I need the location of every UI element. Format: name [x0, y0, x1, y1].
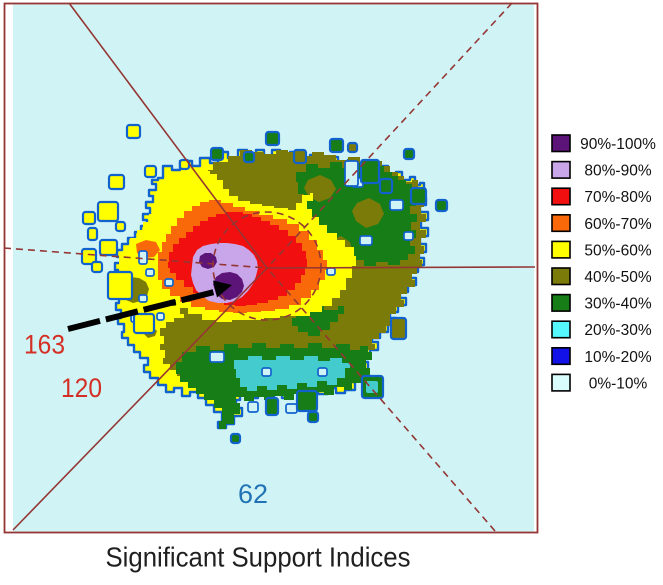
svg-text:30%-40%: 30%-40% — [584, 296, 651, 313]
svg-text:60%-70%: 60%-70% — [584, 216, 651, 233]
svg-text:80%-90%: 80%-90% — [584, 163, 651, 180]
svg-text:120: 120 — [61, 373, 102, 403]
svg-text:40%-50%: 40%-50% — [584, 269, 651, 286]
svg-text:62: 62 — [238, 479, 268, 509]
svg-text:20%-30%: 20%-30% — [584, 322, 651, 339]
svg-text:90%-100%: 90%-100% — [580, 136, 656, 153]
svg-text:10%-20%: 10%-20% — [584, 349, 651, 366]
svg-text:50%-60%: 50%-60% — [584, 242, 651, 259]
svg-text:70%-80%: 70%-80% — [584, 189, 651, 206]
svg-text:Significant Support Indices: Significant Support Indices — [106, 542, 411, 573]
svg-text:0%-10%: 0%-10% — [589, 375, 648, 392]
svg-text:163: 163 — [24, 330, 65, 360]
